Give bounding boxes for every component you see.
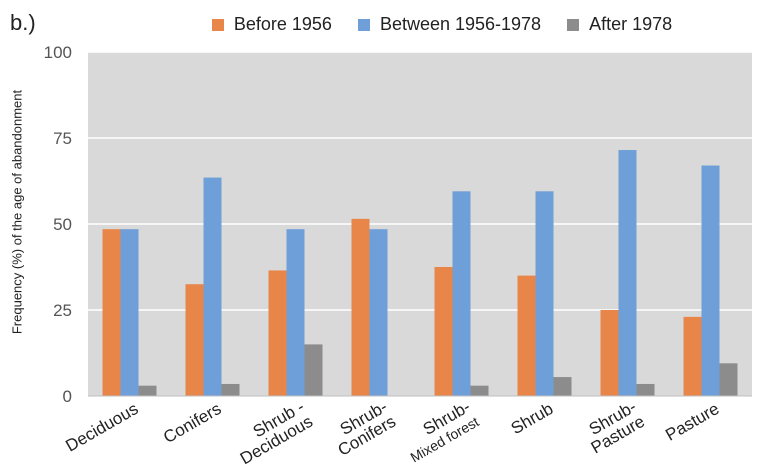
legend-swatch-between-1956-1978 [357,18,370,31]
bar [304,344,323,396]
bar [203,177,222,396]
panel-label: b.) [10,10,36,35]
bar [517,275,536,396]
x-tick-label-line: Conifers [160,399,224,447]
legend-label-before-1956: Before 1956 [233,14,332,34]
x-tick-label-line: Shrub [508,399,557,438]
bar [369,229,388,396]
y-tick-label: 50 [53,215,72,234]
bar [120,229,139,396]
y-tick-label: 0 [63,387,72,406]
bar [636,383,655,396]
legend-item-before-1956: Before 1956 [211,14,332,35]
legend-item-after-1978: After 1978 [567,14,672,35]
legend-label-between-1956-1978: Between 1956-1978 [379,14,542,34]
x-tick-label: Shrub-Mixed forest [398,397,482,465]
x-tick-label-line: Pasture [662,399,722,445]
bar [553,377,572,396]
bar [683,316,702,396]
legend: Before 1956 Between 1956-1978 After 1978 [0,14,764,35]
y-tick-label: 75 [53,129,72,148]
legend-swatch-after-1978 [567,18,580,31]
bar [535,191,554,396]
legend-label-after-1978: After 1978 [589,14,673,34]
bar [719,363,738,396]
bar [470,385,489,396]
x-tick-label: Shrub -Deciduous [228,397,316,468]
y-tick-label: 100 [44,43,72,62]
bar [138,385,157,396]
bar [618,150,637,396]
x-tick-label: Shrub-Pasture [579,397,648,457]
bar [452,191,471,396]
bar [221,383,240,396]
x-tick-label-line: Deciduous [62,399,141,456]
x-tick-label: Pasture [662,399,722,445]
bar [268,270,287,396]
x-tick-label: Shrub [508,399,557,438]
x-tick-label: Conifers [160,399,224,447]
x-tick-label: Deciduous [62,399,141,456]
legend-item-between-1956-1978: Between 1956-1978 [357,14,542,35]
bar [185,284,204,396]
bar [286,229,305,396]
bar [351,218,370,396]
bar [102,229,121,396]
bar [600,310,619,396]
x-tick-label: Shrub-Conifers [326,397,399,460]
bar [701,165,720,396]
y-tick-label: 25 [53,301,72,320]
bar [434,267,453,396]
legend-swatch-before-1956 [211,18,224,31]
